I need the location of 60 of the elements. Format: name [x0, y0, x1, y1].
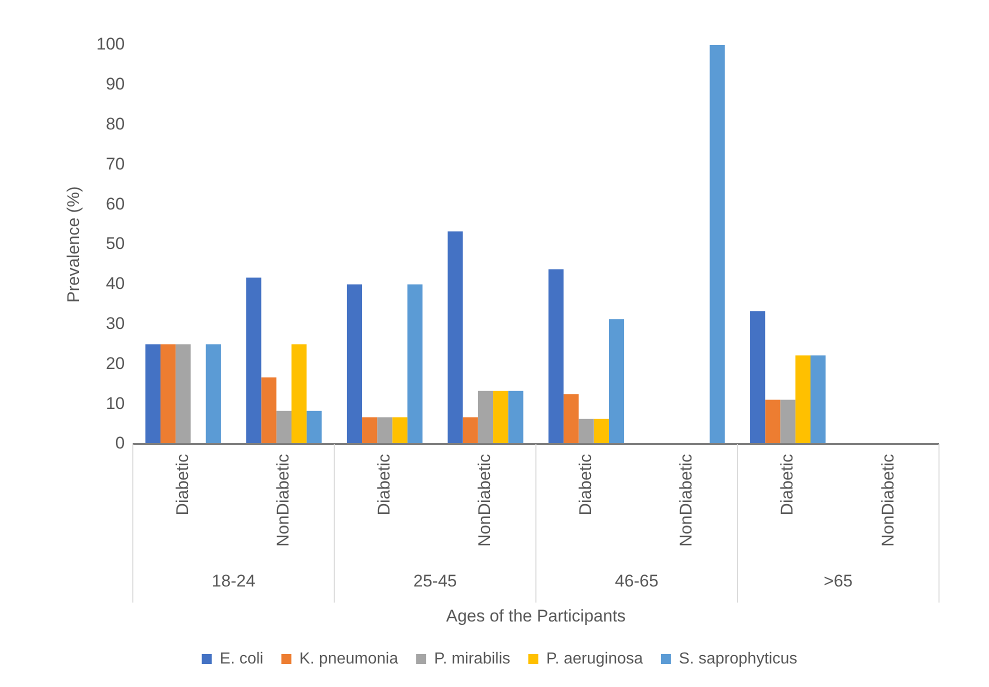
y-tick-label: 30: [106, 314, 125, 333]
y-tick-label: 70: [106, 154, 125, 174]
bar: [145, 344, 160, 444]
y-tick-label: 90: [106, 74, 125, 94]
bar: [261, 377, 276, 444]
bar: [795, 355, 811, 444]
bar: [508, 390, 524, 444]
x-tick-label: Diabetic: [576, 454, 595, 516]
legend-label: P. mirabilis: [434, 650, 510, 668]
x-tick-label: Diabetic: [374, 454, 394, 516]
bar: [392, 417, 408, 444]
bar: [276, 410, 292, 444]
bar: [160, 344, 176, 444]
y-tick-label: 80: [106, 114, 125, 134]
bar: [810, 355, 826, 444]
text: 46-65: [614, 571, 658, 590]
text: 18-24: [212, 571, 256, 590]
x-tick-label: NonDiabetic: [274, 454, 293, 547]
legend-label: P. aeruginosa: [546, 650, 644, 668]
y-tick-label: 40: [106, 274, 125, 294]
bar: [462, 417, 478, 444]
x-tick-label: NonDiabetic: [676, 454, 696, 547]
x-tick-label: Diabetic: [172, 454, 192, 516]
y-tick-label: 10: [106, 394, 125, 413]
bar: [362, 417, 378, 444]
bar: [346, 284, 362, 444]
bar: [407, 284, 423, 444]
y-tick-label: 60: [106, 194, 125, 214]
y-tick-label: 50: [106, 234, 125, 254]
text: >65: [824, 571, 853, 590]
bar: [176, 344, 191, 444]
text: 25-45: [413, 571, 457, 590]
bar: [750, 311, 766, 444]
x-tick-label: NonDiabetic: [475, 454, 494, 547]
x-axis-title: Ages of the Participants: [446, 606, 626, 626]
bar: [377, 417, 392, 444]
x-tick-label: NonDiabetic: [878, 454, 898, 547]
bar: [564, 394, 579, 444]
legend-label: K. pneumonia: [299, 650, 398, 668]
bar: [291, 344, 307, 444]
bar: [608, 319, 624, 444]
bar: [306, 410, 322, 444]
bar: [710, 45, 725, 444]
legend-label: S. saprophyticus: [678, 650, 798, 668]
y-tick-label: 20: [106, 354, 125, 373]
y-tick-label: 0: [115, 434, 125, 453]
y-axis-title: Prevalence (%): [64, 186, 83, 303]
bar: [246, 278, 262, 444]
bar: [594, 418, 609, 444]
x-tick-label: Diabetic: [778, 454, 797, 516]
bar: [493, 390, 508, 444]
bar: [548, 269, 564, 444]
y-tick-label: 100: [96, 34, 125, 54]
legend-label: E. coli: [220, 650, 264, 668]
bar: [578, 418, 594, 444]
bar: [780, 400, 796, 444]
bar: [448, 231, 463, 444]
bar: [478, 390, 494, 444]
bar: [206, 344, 221, 444]
bar: [765, 400, 780, 444]
